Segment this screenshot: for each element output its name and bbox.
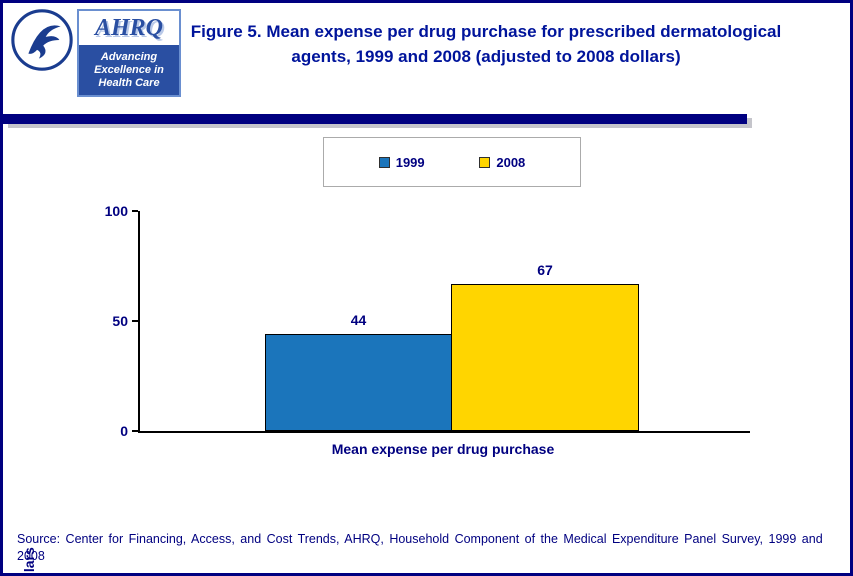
legend-item-2008: 2008 — [479, 155, 525, 170]
tagline-line-3: Health Care — [98, 76, 160, 89]
chart-legend: 1999 2008 — [323, 137, 581, 187]
bar-2008 — [451, 283, 639, 431]
ytick-label-50: 50 — [112, 313, 128, 329]
ahrq-logo-wordmark: AHRQ — [94, 14, 163, 41]
plot-area: 100 50 0 44 67 — [105, 203, 750, 439]
ahrq-logo-tagline: Advancing Excellence in Health Care — [79, 45, 179, 95]
ytick-mark-100 — [132, 210, 138, 212]
ahrq-logo: AHRQ Advancing Excellence in Health Care — [77, 9, 181, 97]
logo-block: AHRQ Advancing Excellence in Health Care — [11, 9, 181, 97]
bar-value-2008: 67 — [537, 261, 553, 278]
legend-swatch-2008 — [479, 156, 491, 168]
tagline-line-2: Excellence in — [94, 63, 164, 76]
ytick-label-0: 0 — [120, 423, 128, 439]
ytick-label-100: 100 — [104, 203, 128, 219]
legend-swatch-1999 — [378, 156, 390, 168]
x-axis-title: Mean expense per drug purchase — [331, 441, 555, 457]
ytick-mark-50 — [132, 320, 138, 322]
bar-1999 — [265, 334, 452, 431]
figure-title: Figure 5. Mean expense per drug purchase… — [190, 22, 782, 66]
legend-label-2008: 2008 — [496, 154, 526, 170]
legend-item-1999: 1999 — [378, 154, 425, 170]
header-divider-bar — [3, 114, 747, 124]
tagline-line-1: Advancing — [100, 50, 158, 63]
hhs-logo-icon — [11, 9, 73, 71]
legend-label-1999: 1999 — [395, 154, 425, 170]
bar-value-1999: 44 — [350, 312, 367, 329]
ytick-mark-0 — [132, 430, 138, 432]
source-note: Source: Center for Financing, Access, an… — [17, 532, 823, 563]
